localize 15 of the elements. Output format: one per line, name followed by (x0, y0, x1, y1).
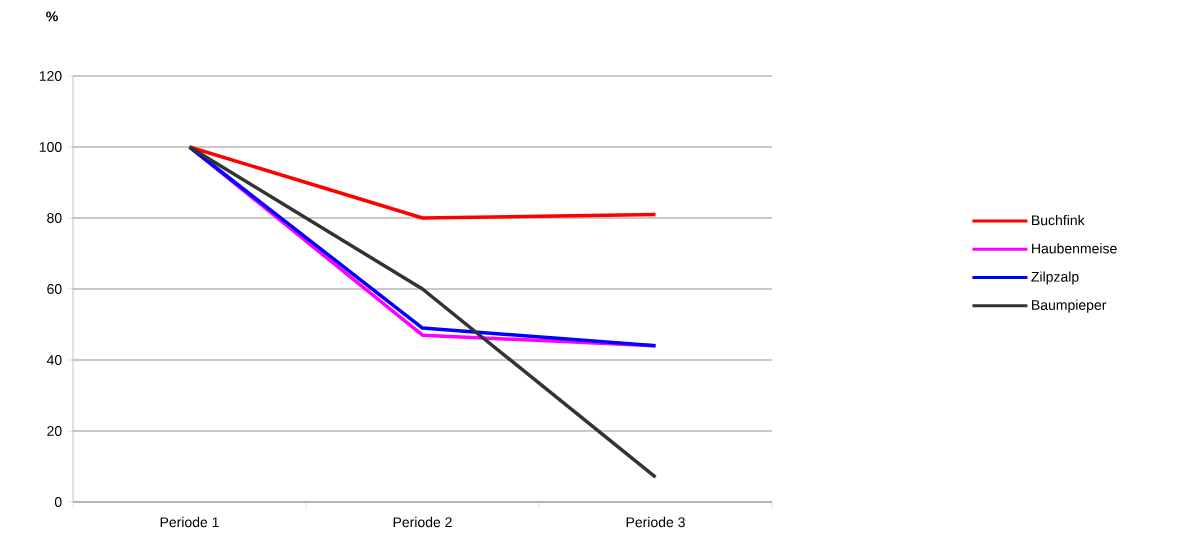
legend-label: Baumpieper (1032, 299, 1107, 313)
y-tick-label: 40 (46, 355, 62, 365)
y-axis-title: % (46, 11, 58, 22)
x-tick-label: Periode 1 (160, 516, 219, 528)
legend-label: Zilpzalp (1031, 271, 1079, 285)
y-tick-label: 100 (39, 142, 62, 152)
y-tick-label: 60 (47, 284, 62, 294)
x-tick-label: Periode 2 (393, 516, 452, 528)
y-tick-label: 0 (54, 497, 62, 507)
y-tick-label: 120 (39, 71, 62, 81)
x-tick-label: Periode 3 (626, 516, 685, 528)
legend-label: Buchfink (1032, 214, 1085, 226)
legend-label: Haubenmeise (1032, 243, 1117, 254)
y-tick-label: 20 (47, 426, 62, 436)
y-tick-label: 80 (47, 213, 62, 223)
